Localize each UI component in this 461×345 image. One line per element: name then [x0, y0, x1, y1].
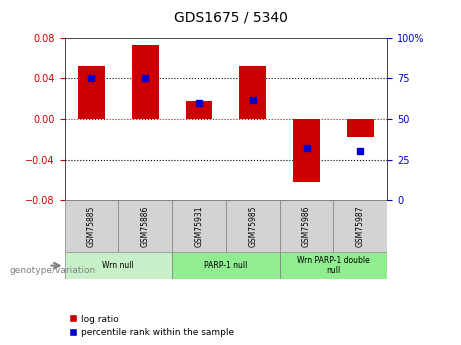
Text: Wrn null: Wrn null — [102, 261, 134, 270]
Text: GSM75987: GSM75987 — [356, 205, 365, 247]
Bar — [78, 66, 105, 119]
Text: Wrn PARP-1 double
null: Wrn PARP-1 double null — [297, 256, 370, 275]
Text: GSM75985: GSM75985 — [248, 205, 257, 247]
Text: PARP-1 null: PARP-1 null — [204, 261, 248, 270]
Bar — [239, 66, 266, 119]
Text: GSM75931: GSM75931 — [195, 205, 203, 247]
FancyBboxPatch shape — [280, 252, 387, 279]
Bar — [132, 45, 159, 119]
FancyBboxPatch shape — [65, 252, 172, 279]
Bar — [293, 119, 320, 182]
Text: GDS1675 / 5340: GDS1675 / 5340 — [173, 10, 288, 24]
Bar — [347, 119, 374, 137]
FancyBboxPatch shape — [118, 200, 172, 252]
FancyBboxPatch shape — [172, 252, 280, 279]
FancyBboxPatch shape — [280, 200, 333, 252]
FancyBboxPatch shape — [333, 200, 387, 252]
Text: GSM75886: GSM75886 — [141, 205, 150, 247]
Text: genotype/variation: genotype/variation — [9, 266, 95, 275]
FancyBboxPatch shape — [172, 200, 226, 252]
Text: GSM75986: GSM75986 — [302, 205, 311, 247]
FancyBboxPatch shape — [65, 200, 118, 252]
FancyBboxPatch shape — [226, 200, 280, 252]
Legend: log ratio, percentile rank within the sample: log ratio, percentile rank within the sa… — [69, 315, 234, 337]
Text: GSM75885: GSM75885 — [87, 205, 96, 247]
Bar — [185, 101, 213, 119]
